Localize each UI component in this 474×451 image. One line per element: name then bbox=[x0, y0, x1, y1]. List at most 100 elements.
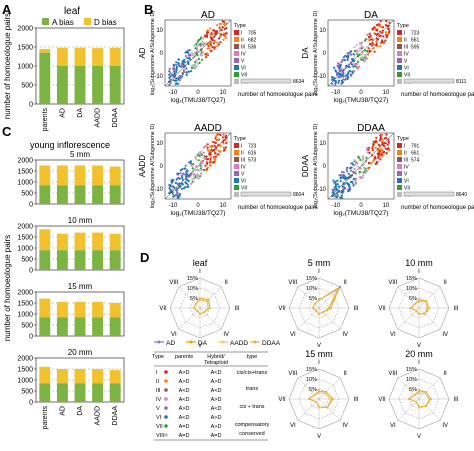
scatter-point bbox=[202, 37, 205, 40]
scatter-point bbox=[178, 177, 181, 180]
scatter-point bbox=[184, 167, 187, 170]
table-group: cis/cis+trans bbox=[237, 370, 268, 376]
bar-d-bias bbox=[39, 298, 51, 318]
type-viii-bar bbox=[240, 78, 292, 84]
scatter-point bbox=[202, 156, 206, 159]
scatter-point bbox=[377, 156, 380, 159]
type-label: V bbox=[404, 59, 408, 65]
type-label: IV bbox=[404, 52, 409, 58]
radar-point bbox=[206, 300, 209, 302]
scatter-point bbox=[204, 53, 207, 56]
type-viii-bar bbox=[240, 191, 292, 197]
scatter-point bbox=[357, 165, 360, 168]
radar-point bbox=[312, 307, 314, 309]
scatter-point bbox=[195, 65, 198, 68]
scatter-point bbox=[214, 141, 217, 145]
scatter-point bbox=[364, 170, 367, 173]
scatter-point bbox=[225, 27, 228, 30]
type-swatch bbox=[234, 44, 239, 49]
scatter-point bbox=[351, 72, 354, 75]
scatter-point bbox=[221, 140, 224, 143]
scatter-point bbox=[176, 177, 179, 180]
scatter-point bbox=[346, 170, 349, 173]
radar-point bbox=[203, 311, 206, 314]
scatter-point bbox=[349, 61, 352, 64]
scatter-point bbox=[216, 153, 219, 156]
scatter-ylabel: log₂(Subgenome A/Subgenome D) bbox=[313, 124, 319, 209]
scatter-point bbox=[358, 65, 361, 68]
bar-d-bias bbox=[92, 369, 104, 384]
scatter-point bbox=[175, 77, 178, 80]
y-tick-label: 0 bbox=[29, 268, 33, 275]
type-swatch bbox=[397, 58, 402, 63]
scatter-point bbox=[222, 38, 225, 41]
scatter-point bbox=[340, 170, 344, 174]
scatter-point bbox=[359, 167, 362, 170]
scatter-point bbox=[171, 193, 174, 196]
scatter-point bbox=[214, 155, 217, 158]
radar-spoke bbox=[418, 398, 441, 421]
scatter-point bbox=[200, 150, 203, 153]
scatter-point bbox=[179, 172, 182, 175]
scatter-point bbox=[337, 81, 340, 84]
scatter-point bbox=[339, 67, 342, 70]
scatter-ylabel: log₂(Subgenome A/Subgenome D) bbox=[150, 124, 156, 209]
scatter-point bbox=[175, 193, 178, 196]
scatter-point bbox=[201, 153, 204, 156]
scatter-title: DDAA bbox=[357, 123, 385, 134]
radar-r-tick: 15% bbox=[406, 367, 417, 373]
scatter-y-tick: 0 bbox=[160, 164, 164, 170]
radar-point bbox=[209, 307, 211, 309]
radar-title: 5 mm bbox=[308, 258, 331, 268]
radar-point bbox=[308, 398, 310, 400]
table-header: type bbox=[247, 354, 257, 360]
radar-point bbox=[196, 309, 199, 312]
scatter-point bbox=[335, 73, 338, 77]
scatter-point bbox=[355, 177, 358, 180]
type-swatch bbox=[397, 164, 402, 169]
radar-title: 15 mm bbox=[305, 349, 333, 359]
radar-axis-label: VII bbox=[278, 306, 286, 312]
radar-point bbox=[415, 309, 418, 312]
scatter-point bbox=[361, 56, 364, 59]
bar-a-bias bbox=[56, 383, 68, 402]
scatter-point bbox=[373, 26, 376, 29]
y-tick-label: 1500 bbox=[17, 367, 33, 374]
scatter-point bbox=[387, 141, 390, 144]
scatter-point bbox=[367, 53, 370, 56]
scatter-point bbox=[338, 70, 341, 73]
bar-a-bias bbox=[109, 250, 121, 270]
radar-axis-label: IV bbox=[223, 332, 229, 338]
scatter-point bbox=[387, 33, 390, 37]
scatter-point bbox=[379, 158, 382, 161]
scatter-point bbox=[346, 55, 349, 58]
scatter-point bbox=[356, 63, 359, 66]
scatter-point bbox=[202, 44, 205, 47]
radar-point bbox=[313, 302, 316, 305]
scatter-point bbox=[344, 54, 347, 57]
scatter-point bbox=[180, 174, 183, 178]
scatter-point bbox=[215, 139, 218, 142]
x-tick-label: parents bbox=[42, 108, 49, 132]
type-table: Type parents Hybrid/Tetraploid type I A>D A<D I… bbox=[152, 351, 270, 441]
bar-d-bias bbox=[39, 165, 51, 186]
table-parents: A=D bbox=[179, 424, 190, 430]
scatter-point bbox=[361, 176, 364, 179]
scatter-point bbox=[223, 32, 226, 35]
scatter-point bbox=[343, 78, 346, 81]
table-type-dot bbox=[164, 370, 168, 374]
scatter-point bbox=[342, 171, 345, 174]
radar-spoke bbox=[418, 307, 441, 330]
radar-spoke bbox=[297, 377, 320, 400]
radar-axis-label: II bbox=[343, 280, 347, 286]
scatter-point bbox=[330, 76, 334, 79]
scatter-point bbox=[212, 42, 215, 45]
scatter-point bbox=[171, 74, 175, 77]
scatter-point bbox=[334, 180, 337, 183]
bar-chart-subtitle: 10 mm bbox=[68, 216, 93, 225]
scatter-point bbox=[375, 136, 378, 139]
scatter-point bbox=[184, 185, 187, 189]
scatter-point bbox=[352, 184, 355, 187]
type-label: VI bbox=[404, 66, 409, 72]
scatter-point bbox=[387, 149, 390, 152]
